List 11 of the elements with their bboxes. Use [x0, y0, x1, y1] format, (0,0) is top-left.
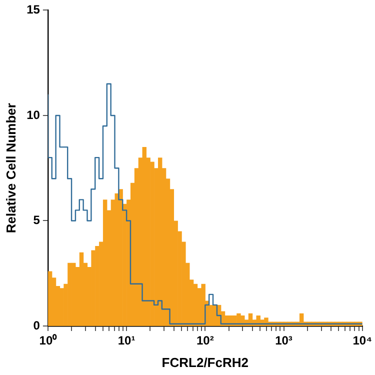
x-tick-label: 10³ — [275, 334, 292, 348]
y-tick-label: 10 — [26, 108, 40, 122]
x-axis-title: FCRL2/FcRH2 — [162, 354, 248, 370]
y-tick-label: 5 — [33, 213, 40, 228]
x-tick-label: 10¹ — [118, 334, 136, 348]
y-axis-title: Relative Cell Number — [3, 103, 18, 234]
y-tick-label: 0 — [33, 318, 40, 332]
x-tick-label: 10⁰ — [39, 334, 58, 348]
x-tick-label: 10⁴ — [352, 334, 372, 348]
y-tick-label: 15 — [26, 2, 40, 17]
x-tick-label: 10² — [196, 334, 214, 348]
